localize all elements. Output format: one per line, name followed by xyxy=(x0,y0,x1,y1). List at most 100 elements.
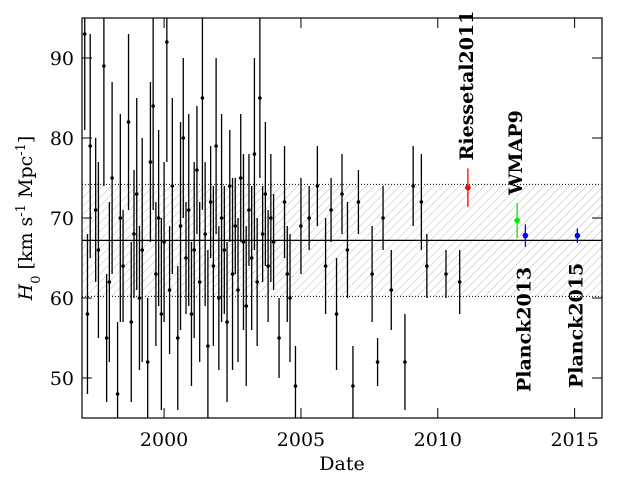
point xyxy=(263,192,268,196)
point xyxy=(247,208,251,212)
point xyxy=(238,176,243,180)
point xyxy=(255,280,259,284)
y-label-part: [km s xyxy=(15,217,37,276)
point xyxy=(206,344,210,348)
point xyxy=(222,248,227,252)
point xyxy=(219,216,224,220)
point xyxy=(104,336,109,340)
point xyxy=(411,184,415,188)
point xyxy=(236,288,240,292)
point xyxy=(225,320,229,324)
point xyxy=(285,272,290,276)
point-label: Planck2013 xyxy=(513,267,535,392)
point xyxy=(282,200,287,204)
y-label-part: 0 xyxy=(29,276,44,284)
point xyxy=(170,184,175,188)
point xyxy=(419,200,424,204)
point xyxy=(107,280,112,284)
point xyxy=(522,232,529,239)
y-tick-label: 80 xyxy=(50,128,74,150)
point xyxy=(195,168,199,172)
plot-area xyxy=(82,18,602,418)
point xyxy=(148,160,153,164)
point xyxy=(118,216,123,220)
y-axis-label: H0 [km s-1 Mpc-1] xyxy=(14,136,44,302)
x-tick-label: 2015 xyxy=(550,429,598,451)
point xyxy=(178,224,183,228)
point xyxy=(96,248,101,252)
point xyxy=(102,64,106,68)
point xyxy=(189,312,194,316)
point xyxy=(211,264,216,268)
point xyxy=(277,336,281,340)
point xyxy=(244,304,249,308)
point xyxy=(134,192,139,196)
point xyxy=(214,144,218,148)
point xyxy=(154,272,158,276)
point xyxy=(465,184,471,191)
point xyxy=(129,320,134,324)
point xyxy=(514,217,520,224)
point-label: Planck2015 xyxy=(565,263,587,388)
point xyxy=(203,232,207,236)
point xyxy=(227,184,232,188)
point xyxy=(175,336,180,340)
point xyxy=(269,216,273,220)
point xyxy=(403,360,407,364)
point xyxy=(184,256,188,260)
x-tick-label: 2005 xyxy=(277,429,325,451)
point xyxy=(425,264,429,268)
point xyxy=(323,264,328,268)
point xyxy=(574,232,581,239)
point xyxy=(192,248,197,252)
point xyxy=(340,192,344,196)
point xyxy=(156,216,161,220)
point xyxy=(126,120,131,124)
point xyxy=(115,392,120,396)
x-tick-label: 2010 xyxy=(414,429,462,451)
point xyxy=(159,312,164,316)
point xyxy=(252,152,257,156)
point xyxy=(258,96,262,100)
point xyxy=(457,280,462,284)
point xyxy=(186,208,191,212)
point xyxy=(197,280,202,284)
y-tick-label: 70 xyxy=(50,208,74,230)
point xyxy=(334,312,339,316)
point xyxy=(389,288,394,292)
point xyxy=(329,208,333,212)
point xyxy=(375,360,380,364)
point xyxy=(85,312,90,316)
point xyxy=(217,296,221,300)
point xyxy=(132,232,136,236)
point xyxy=(307,216,311,220)
point-label: WMAP9 xyxy=(505,110,527,196)
point xyxy=(151,104,155,108)
point xyxy=(293,384,298,388)
point xyxy=(356,200,361,204)
point xyxy=(121,264,125,268)
point xyxy=(241,240,246,244)
y-tick-label: 60 xyxy=(50,288,74,310)
point xyxy=(230,272,235,276)
point xyxy=(200,96,205,100)
point xyxy=(370,272,374,276)
point xyxy=(208,200,213,204)
point xyxy=(249,256,254,260)
point xyxy=(233,224,238,228)
y-label-part: -1 xyxy=(14,143,29,156)
point xyxy=(351,384,355,388)
point xyxy=(345,248,350,252)
point xyxy=(315,184,320,188)
point xyxy=(381,216,385,220)
point xyxy=(165,40,169,44)
point xyxy=(82,32,87,36)
point xyxy=(299,224,303,228)
point xyxy=(110,176,114,180)
point xyxy=(88,144,93,148)
y-tick-label: 50 xyxy=(50,368,74,390)
x-tick-label: 2000 xyxy=(140,429,188,451)
point xyxy=(93,208,98,212)
y-label-part: ] xyxy=(15,136,37,143)
